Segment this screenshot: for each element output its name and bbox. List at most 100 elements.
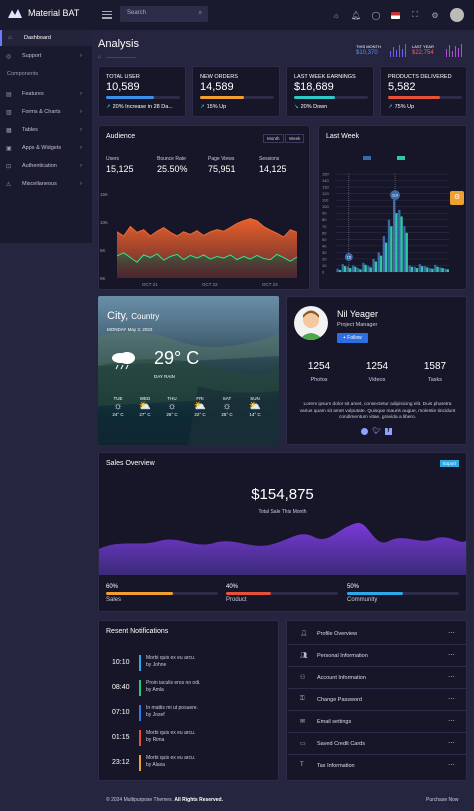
more-dots-icon[interactable]: ⋯: [448, 630, 455, 637]
segment-week-button[interactable]: Week: [285, 134, 305, 143]
bell-icon[interactable]: 🔔︎: [351, 10, 362, 20]
sidebar-item-tables[interactable]: ▦ Tables ›: [0, 122, 92, 138]
stat-progress-fill: [106, 96, 155, 99]
brand-name: Material BAT: [28, 8, 80, 18]
facebook-icon[interactable]: f: [384, 428, 392, 435]
bar: [428, 268, 432, 272]
menu-item-personal-information[interactable]: 👥︎ Personal Information ⋯: [288, 645, 467, 667]
stat-card-last-week-earnings: LAST WEEK EARNINGS $18,689 ↘ 20% Down: [286, 66, 374, 117]
hamburger-menu-icon[interactable]: [102, 9, 112, 19]
chat-icon[interactable]: ◯: [371, 10, 381, 20]
sun-icon[interactable]: ☼: [332, 10, 340, 20]
menu-item-profile-overview[interactable]: 👤︎ Profile Overview ⋯: [288, 623, 467, 645]
sidebar-item-dashboard[interactable]: ⌂ Dashboard: [0, 30, 92, 46]
more-dots-icon[interactable]: ⋯: [448, 652, 455, 659]
bar: [369, 267, 372, 272]
more-dots-icon[interactable]: ⋯: [448, 696, 455, 703]
settings-fab-button[interactable]: ⚙: [450, 191, 464, 205]
forecast-day: WED ⛅ 27° C: [134, 396, 156, 417]
search-input[interactable]: Search ⌕: [120, 6, 208, 22]
x-tick-label: OCT 22: [202, 282, 218, 287]
export-button[interactable]: Export: [439, 460, 459, 467]
follow-button[interactable]: + Follow: [337, 333, 368, 343]
flag-icon[interactable]: [391, 11, 400, 19]
profile-name: Nil Yeager: [337, 309, 379, 319]
bar: [390, 226, 393, 272]
y-tick-label: 120: [322, 191, 329, 196]
sidebar-item-authentication[interactable]: ⊡ Authentication ›: [0, 158, 92, 174]
more-dots-icon[interactable]: ⋯: [448, 740, 455, 747]
last-year-sparkbars: [445, 43, 462, 57]
bar: [377, 252, 380, 272]
notification-item[interactable]: 01:15 Morbi quis ex eu arcu. by Rima: [99, 727, 280, 751]
month-stats: THIS MONTH $10,370 LAST YEAR $22,754: [356, 42, 462, 58]
more-dots-icon[interactable]: ⋯: [448, 718, 455, 725]
menu-item-change-password[interactable]: ⚿ Change Password ⋯: [288, 689, 467, 711]
stat-value: $18,689: [294, 81, 334, 93]
sidebar-section-label: Components: [7, 71, 39, 77]
sidebar-item-miscellaneous[interactable]: ⚠ Miscellaneous ›: [0, 176, 92, 192]
stat-progress: [388, 96, 462, 99]
segment-month-button[interactable]: Month: [263, 134, 284, 143]
stat-label: Sessions: [259, 156, 280, 162]
notification-marker: [139, 680, 141, 696]
search-icon[interactable]: ⌕: [198, 10, 202, 16]
bar: [379, 255, 383, 272]
sidebar-item-apps-widgets[interactable]: ▣ Apps & Widgets ›: [0, 140, 92, 156]
sidebar-item-support[interactable]: ◎ Support ›: [0, 48, 92, 64]
metric-percent: 60%: [106, 584, 119, 590]
sales-metric: 40% Product: [226, 584, 338, 603]
audience-stats: Users 15,125 Bounce Rate 25.50% Page Views…: [106, 156, 310, 174]
email-icon: ✉: [300, 719, 306, 725]
sidebar: ⌂ Dashboard ◎ Support › Components ▤ Fea…: [0, 30, 92, 243]
notification-item[interactable]: 23:12 Morbi quis ex eu arcu. by Alaxa: [99, 752, 280, 776]
fullscreen-icon[interactable]: ⛶: [412, 10, 418, 19]
bar: [387, 219, 391, 272]
bar: [362, 262, 365, 272]
weather-country: Country: [131, 312, 160, 321]
notification-time: 10:10: [112, 659, 130, 666]
stat-value: 25.50%: [157, 164, 188, 174]
card-title: Audience: [106, 133, 136, 140]
menu-item-saved-credit-cards[interactable]: ▭ Saved Credit Cards ⋯: [288, 733, 467, 755]
stat-value: 14,125: [259, 164, 287, 174]
menu-item-tax-information[interactable]: T Tax Information ⋯: [288, 755, 467, 777]
brand[interactable]: Material BAT: [8, 8, 79, 18]
sales-subtitle: Total Sale This Month: [258, 509, 307, 515]
sidebar-item-features[interactable]: ▤ Features ›: [0, 86, 92, 102]
twitter-icon[interactable]: 🐦︎: [372, 428, 381, 435]
y-tick-label: 15K: [100, 192, 108, 197]
notification-marker: [139, 705, 141, 721]
menu-item-account-information[interactable]: ⚇ Account Information ⋯: [288, 667, 467, 689]
menu-item-email-settings[interactable]: ✉ Email settings ⋯: [288, 711, 467, 733]
stat-value: 5,582: [388, 81, 416, 93]
stat-value: 15,125: [106, 164, 134, 174]
sun-icon: ☼: [167, 401, 177, 412]
stat-footer-text: 20% Increase in 28 Da...: [112, 104, 173, 110]
more-dots-icon[interactable]: ⋯: [448, 674, 455, 681]
menu-item-label: Email settings: [317, 719, 352, 725]
notification-marker: [139, 730, 141, 746]
bar: [382, 236, 386, 272]
purchase-now-link[interactable]: Purchase Now: [426, 797, 459, 803]
notification-item[interactable]: 10:10 Morbi quis ex eu arcu. by Johne: [99, 652, 280, 676]
stat-footer-text: 20% Down: [300, 104, 328, 110]
trend-up-icon: ↗: [106, 104, 111, 110]
notification-item[interactable]: 07:10 In mattis mi ut posuere. by Josef: [99, 702, 280, 726]
this-month-sparkbars: [389, 43, 406, 57]
bar: [385, 242, 388, 272]
more-dots-icon[interactable]: ⋯: [448, 762, 455, 769]
forecast-temp: 27° C: [139, 412, 151, 417]
notification-item[interactable]: 08:40 Proin iaculis eros no odi. by Amla: [99, 677, 280, 701]
settings-icon[interactable]: ⚙: [431, 10, 439, 20]
y-tick-label: 100: [322, 204, 329, 209]
dribbble-icon[interactable]: [361, 428, 368, 435]
sidebar-item-forms-charts[interactable]: ▥ Forms & Charts ›: [0, 104, 92, 120]
sidebar-item-label: Apps & Widgets: [22, 145, 62, 151]
breadcrumb-home-icon[interactable]: ⌂: [98, 54, 102, 60]
annotation-label: 110: [392, 193, 399, 198]
warning-icon: ⚠: [6, 181, 12, 188]
y-tick-label: 80: [322, 217, 327, 222]
avatar[interactable]: [450, 8, 464, 22]
weather-day: MONDAY: [107, 327, 127, 332]
